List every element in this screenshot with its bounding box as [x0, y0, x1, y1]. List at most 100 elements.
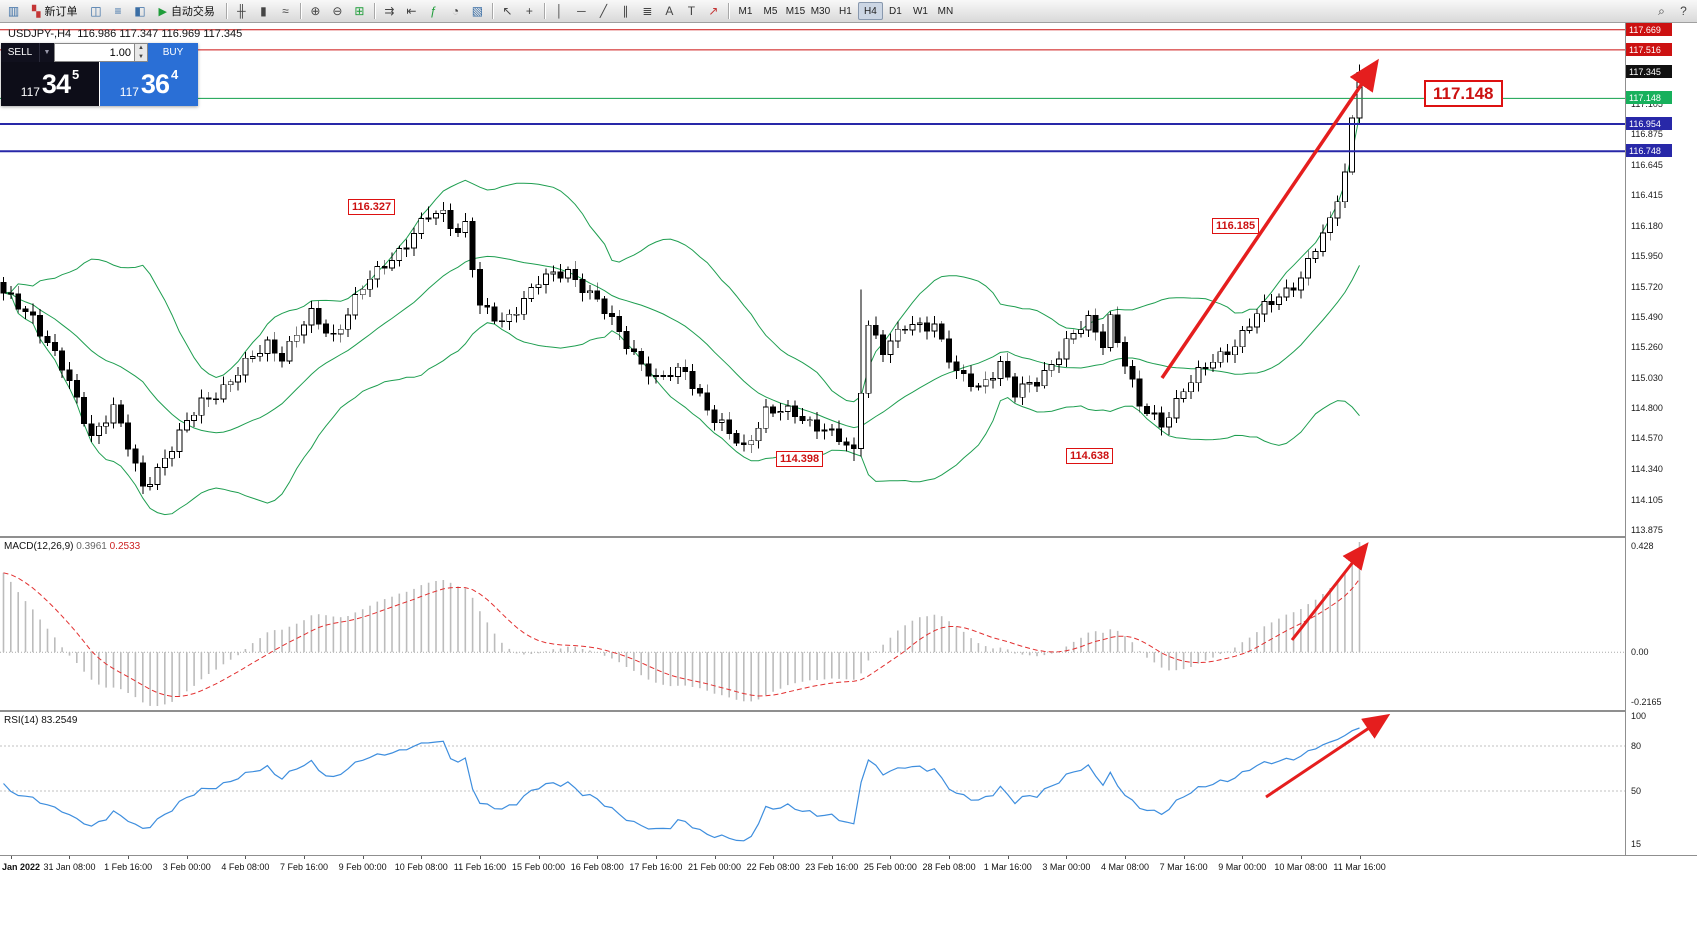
timeframe-w1[interactable]: W1	[912, 5, 928, 17]
line-chart-icon[interactable]: ≈	[282, 4, 289, 18]
macd-histogram	[2, 542, 1361, 706]
timeframe-m1[interactable]: M1	[738, 5, 753, 17]
chart-shift-icon[interactable]: ⇤	[406, 4, 417, 18]
fibonacci-icon[interactable]: ≣	[642, 4, 653, 18]
level-lines[interactable]	[0, 29, 1625, 153]
new-order-button-label: 新订单	[44, 6, 78, 18]
price-annotation-114.638[interactable]: 114.638	[1066, 448, 1114, 464]
price-annotation-116.327[interactable]: 116.327	[348, 199, 396, 215]
volume-input[interactable]: 1.00	[54, 43, 135, 62]
auto-scroll-icon[interactable]: ⇉	[384, 4, 395, 18]
chart-symbol: USDJPY-,H4	[8, 28, 72, 40]
volume-dropdown-icon[interactable]: ▼	[39, 43, 54, 62]
toolbar-separator	[491, 3, 493, 19]
time-tick	[538, 856, 540, 859]
time-tick	[714, 856, 716, 859]
timeframe-h4[interactable]: H4	[857, 2, 883, 20]
rsi-axis-tick: 80	[1631, 741, 1642, 751]
panel-separator[interactable]	[0, 710, 1697, 712]
price-annotation-114.398[interactable]: 114.398	[776, 451, 824, 467]
rsi-axis-tick: 15	[1631, 838, 1642, 849]
bar-chart-icon[interactable]: ╫	[237, 4, 246, 18]
price-annotation-117.148[interactable]: 117.148	[1424, 80, 1503, 107]
sell-button[interactable]: SELL	[1, 43, 39, 62]
zoom-in-icon[interactable]: ⊕	[310, 4, 321, 18]
chart-ohlc-header: USDJPY-,H4 116.986 117.347 116.969 117.3…	[8, 28, 242, 40]
buy-price-prefix: 117	[119, 85, 139, 99]
price-tick: 115.490	[1631, 312, 1663, 323]
price-tick: 115.950	[1631, 251, 1663, 262]
templates-icon[interactable]: ▧	[471, 4, 484, 18]
time-label: 10 Feb 08:00	[394, 862, 448, 872]
zoom-out-icon[interactable]: ⊖	[332, 4, 343, 18]
arrow-tool-icon[interactable]: ↗	[708, 4, 719, 18]
timeframe-group: M1 M5 M15 M30 H1 H4 D1 W1 MN	[733, 2, 958, 20]
new-order-button[interactable]: ▚ 新订单	[25, 2, 84, 21]
crosshair-icon[interactable]: +	[525, 4, 533, 18]
toolbar-separator	[727, 3, 729, 19]
price-tick: 113.875	[1631, 525, 1663, 536]
time-label: Jan 2022	[2, 862, 41, 872]
volume-stepper[interactable]: ▲ ▼	[135, 43, 148, 62]
time-axis[interactable]: Jan 2022 31 Jan 08:00 1 Feb 16:00 3 Feb 00:…	[0, 855, 1697, 878]
macd-panel[interactable]	[0, 538, 1625, 710]
volume-up-icon[interactable]: ▲	[138, 45, 144, 52]
time-tick	[1007, 856, 1009, 859]
time-tick	[186, 856, 188, 859]
indicators-icon[interactable]: ƒ	[430, 4, 437, 18]
autotrading-button[interactable]: ▶ 自动交易	[151, 2, 221, 21]
timeframe-d1[interactable]: D1	[889, 5, 902, 17]
ohlc-open: 116.986	[77, 28, 117, 40]
timeframe-m5[interactable]: M5	[763, 5, 778, 17]
price-annotation-116.185[interactable]: 116.185	[1212, 218, 1260, 234]
time-tick	[245, 856, 247, 859]
buy-price-button[interactable]: 117 36 4	[100, 62, 198, 106]
time-tick	[597, 856, 599, 859]
channel-icon[interactable]: ∥	[622, 4, 629, 18]
price-tick: 115.720	[1631, 281, 1663, 292]
timeframe-mn[interactable]: MN	[937, 5, 954, 17]
periods-icon[interactable]: ◔	[451, 4, 460, 18]
vertical-line-icon[interactable]: │	[555, 4, 564, 18]
rsi-panel[interactable]	[0, 712, 1625, 855]
new-chart-icon[interactable]: ▥	[7, 4, 20, 18]
navigator-icon[interactable]: ◧	[134, 4, 146, 18]
time-tick	[890, 856, 892, 859]
time-label: 7 Feb 16:00	[279, 862, 329, 872]
price-tick: 115.030	[1631, 372, 1663, 383]
price-tick: 115.260	[1631, 342, 1663, 353]
level-price-box: 117.516	[1626, 42, 1672, 56]
time-tick	[1183, 856, 1185, 859]
macd-label: MACD(12,26,9) 0.3961 0.2533	[4, 541, 141, 552]
level-price-box: 116.954	[1626, 117, 1672, 131]
search-icon[interactable]: ⌕	[1658, 4, 1665, 18]
buy-button[interactable]: BUY	[148, 43, 198, 62]
price-axis[interactable]: 117.105116.875116.645116.415116.180115.9…	[1625, 22, 1697, 855]
candlestick-chart-icon[interactable]: ▮	[260, 4, 267, 18]
time-tick	[831, 856, 833, 859]
price-tick: 116.415	[1631, 190, 1663, 201]
ohlc-close: 117.345	[203, 28, 243, 40]
cursor-icon[interactable]: ↖	[502, 4, 513, 18]
market-watch-icon[interactable]: ≡	[114, 4, 122, 18]
volume-down-icon[interactable]: ▼	[138, 53, 144, 60]
sell-price-button[interactable]: 117 34 5	[1, 62, 100, 106]
text-label-icon[interactable]: T	[687, 4, 696, 18]
toolbar-separator	[299, 3, 301, 19]
toolbar-separator	[373, 3, 375, 19]
text-icon[interactable]: A	[665, 4, 674, 18]
panel-separator[interactable]	[0, 536, 1697, 538]
timeframe-m15[interactable]: M15	[785, 5, 806, 17]
horizontal-line-icon[interactable]: ─	[577, 4, 586, 18]
price-tick: 114.570	[1631, 433, 1663, 444]
tile-windows-icon[interactable]: ⊞	[354, 4, 365, 18]
macd-axis-max: 0.428	[1631, 541, 1654, 551]
chart-window-icon[interactable]: ◫	[90, 4, 102, 18]
price-tick: 114.800	[1631, 403, 1663, 414]
timeframe-m30[interactable]: M30	[810, 5, 831, 17]
help-icon[interactable]: ?	[1680, 4, 1687, 18]
time-label: 4 Feb 08:00	[221, 862, 270, 872]
time-label: 10 Mar 08:00	[1274, 862, 1328, 872]
trendline-icon[interactable]: ╱	[599, 4, 608, 18]
timeframe-h1[interactable]: H1	[839, 5, 852, 17]
